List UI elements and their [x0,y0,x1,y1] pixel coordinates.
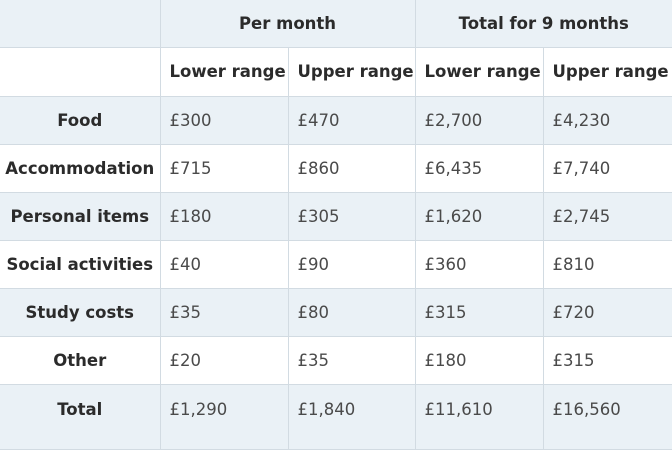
table-cell: £1,840 [287,383,416,450]
table-cell: £315 [414,287,544,337]
table-cell: £2,700 [414,95,544,145]
table-cell: £35 [159,287,289,337]
table-cell: £80 [287,287,416,337]
table-cell: £20 [159,335,289,385]
table-cell: £90 [287,239,416,289]
table-row-study-costs: Study costs £35 £80 £315 £720 [0,287,672,337]
group-header-per-month: Per month [159,0,416,48]
table-cell: £1,290 [159,383,289,450]
table-row-accommodation: Accommodation £715 £860 £6,435 £7,740 [0,143,672,193]
table-row-other: Other £20 £35 £180 £315 [0,335,672,385]
table-cell: £470 [287,95,416,145]
column-header-total-upper: Upper range [542,46,672,97]
table-cell: £2,745 [542,191,672,241]
group-header-total: Total for 9 months [414,0,672,48]
table-row-food: Food £300 £470 £2,700 £4,230 [0,95,672,145]
row-label: Social activities [0,239,161,289]
table-cell: £315 [542,335,672,385]
table-row-personal-items: Personal items £180 £305 £1,620 £2,745 [0,191,672,241]
group-header-row: Per month Total for 9 months [0,0,672,48]
table-cell: £810 [542,239,672,289]
table-cell: £16,560 [542,383,672,450]
table-cell: £860 [287,143,416,193]
table-cell: £11,610 [414,383,544,450]
row-label: Total [0,383,161,450]
table-cell: £4,230 [542,95,672,145]
row-label: Study costs [0,287,161,337]
row-label: Personal items [0,191,161,241]
table-cell: £7,740 [542,143,672,193]
column-header-monthly-upper: Upper range [287,46,416,97]
sub-header-row: Lower range Upper range Lower range Uppe… [0,46,672,97]
column-header-monthly-lower: Lower range [159,46,289,97]
row-label: Accommodation [0,143,161,193]
row-label: Food [0,95,161,145]
table-cell: £6,435 [414,143,544,193]
table-cell: £1,620 [414,191,544,241]
table-cell: £35 [287,335,416,385]
table-cell: £40 [159,239,289,289]
row-label: Other [0,335,161,385]
table-cell: £180 [159,191,289,241]
sub-header-corner [0,46,161,97]
table-cell: £360 [414,239,544,289]
table-cell: £305 [287,191,416,241]
table-cell: £180 [414,335,544,385]
table-cell: £715 [159,143,289,193]
table-row-social-activities: Social activities £40 £90 £360 £810 [0,239,672,289]
corner-cell [0,0,161,48]
column-header-total-lower: Lower range [414,46,544,97]
table-cell: £720 [542,287,672,337]
table-cell: £300 [159,95,289,145]
table-row-total: Total £1,290 £1,840 £11,610 £16,560 [0,383,672,450]
